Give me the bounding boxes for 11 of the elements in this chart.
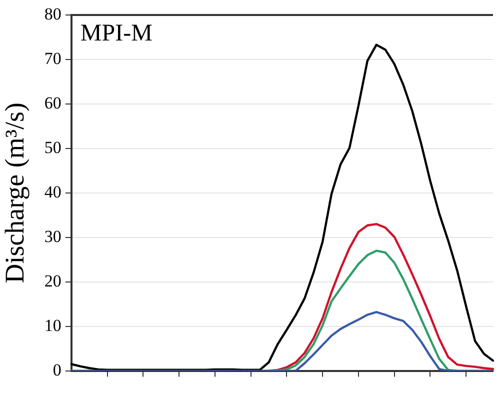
y-tick-label: 70 [44,48,62,68]
y-tick-label: 60 [44,93,62,112]
y-tick-label: 40 [44,182,62,202]
y-tick-label: 20 [44,271,62,290]
y-tick-label: 30 [44,226,62,246]
y-axis-title: Discharge (m³/s) [0,102,30,284]
y-tick-label: 50 [44,138,62,157]
y-tick-label: 0 [52,360,62,380]
y-tick-label: 80 [44,4,62,24]
y-tick-label: 10 [44,316,62,335]
chart-title: MPI-M [80,20,152,46]
